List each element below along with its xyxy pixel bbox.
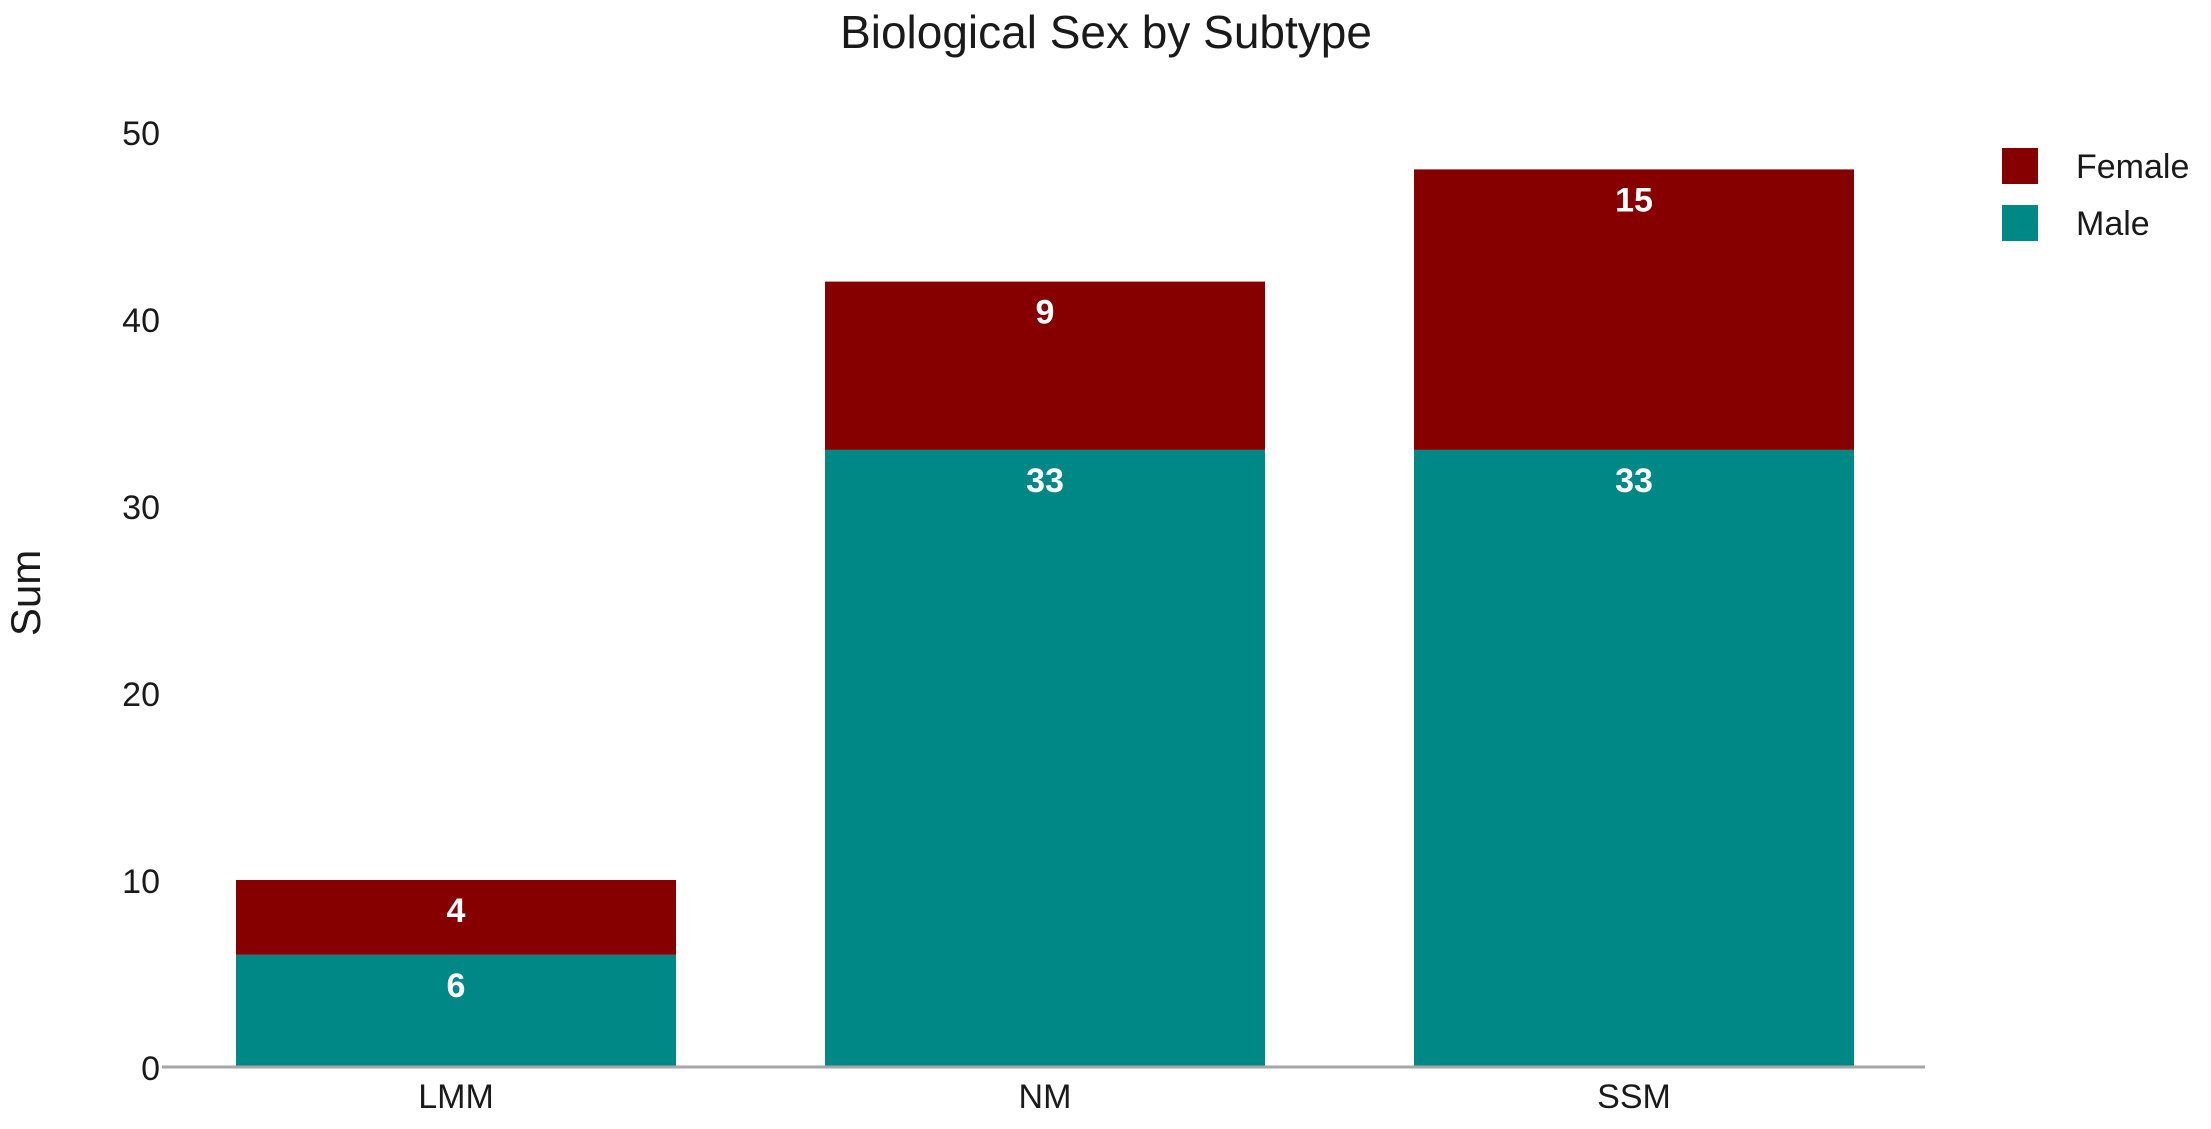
x-tick-label-lmm: LMM: [418, 1078, 494, 1116]
bar-nm-female: [825, 281, 1265, 450]
legend-label-male: Male: [2076, 205, 2150, 243]
bar-ssm-male: [1414, 449, 1854, 1067]
legend-swatch-male: [2002, 205, 2038, 241]
y-tick-label-50: 50: [122, 115, 160, 153]
data-label-ssm-male: 33: [1615, 462, 1653, 500]
y-tick-label-40: 40: [122, 302, 160, 340]
y-axis-label: Sum: [2, 550, 49, 636]
chart-title: Biological Sex by Subtype: [840, 6, 1372, 58]
data-label-lmm-male: 6: [447, 967, 466, 1005]
y-tick-label-0: 0: [141, 1050, 160, 1088]
y-tick-label-20: 20: [122, 676, 160, 714]
bars-group: [236, 169, 1854, 1067]
y-tick-label-30: 30: [122, 489, 160, 527]
y-tick-label-10: 10: [122, 863, 160, 901]
x-tick-label-nm: NM: [1019, 1078, 1072, 1116]
legend: Female Male: [2002, 148, 2189, 243]
legend-swatch-female: [2002, 148, 2038, 184]
data-label-lmm-female: 4: [447, 892, 466, 930]
bar-nm-male: [825, 449, 1265, 1067]
data-labels-group: 6 4 33 9 33 15: [447, 181, 1653, 1004]
data-label-nm-female: 9: [1036, 294, 1055, 332]
y-axis-ticks: 0 10 20 30 40 50: [122, 115, 160, 1088]
data-label-nm-male: 33: [1026, 462, 1064, 500]
bar-lmm-female: [236, 880, 676, 955]
x-axis-ticks: LMM NM SSM: [418, 1078, 1671, 1116]
bar-ssm-female: [1414, 169, 1854, 450]
x-tick-label-ssm: SSM: [1597, 1078, 1671, 1116]
data-label-ssm-female: 15: [1615, 181, 1653, 219]
bar-lmm-male: [236, 954, 676, 1067]
legend-label-female: Female: [2076, 148, 2189, 186]
